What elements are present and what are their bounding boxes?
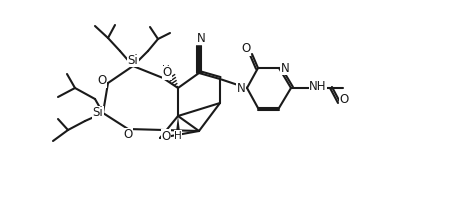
Text: O: O: [161, 130, 170, 143]
Text: O: O: [339, 93, 348, 107]
Polygon shape: [176, 116, 179, 130]
Text: O: O: [97, 74, 106, 88]
Text: Si: Si: [92, 107, 103, 120]
Text: N: N: [236, 82, 245, 95]
Text: O: O: [162, 67, 171, 80]
Text: O: O: [241, 42, 250, 55]
Text: N: N: [196, 32, 205, 44]
Text: Si: Si: [127, 53, 138, 67]
Text: O: O: [123, 128, 132, 141]
Text: NH: NH: [308, 80, 326, 93]
Text: H: H: [174, 131, 182, 141]
Text: N: N: [280, 61, 289, 74]
Text: H: H: [162, 65, 170, 75]
